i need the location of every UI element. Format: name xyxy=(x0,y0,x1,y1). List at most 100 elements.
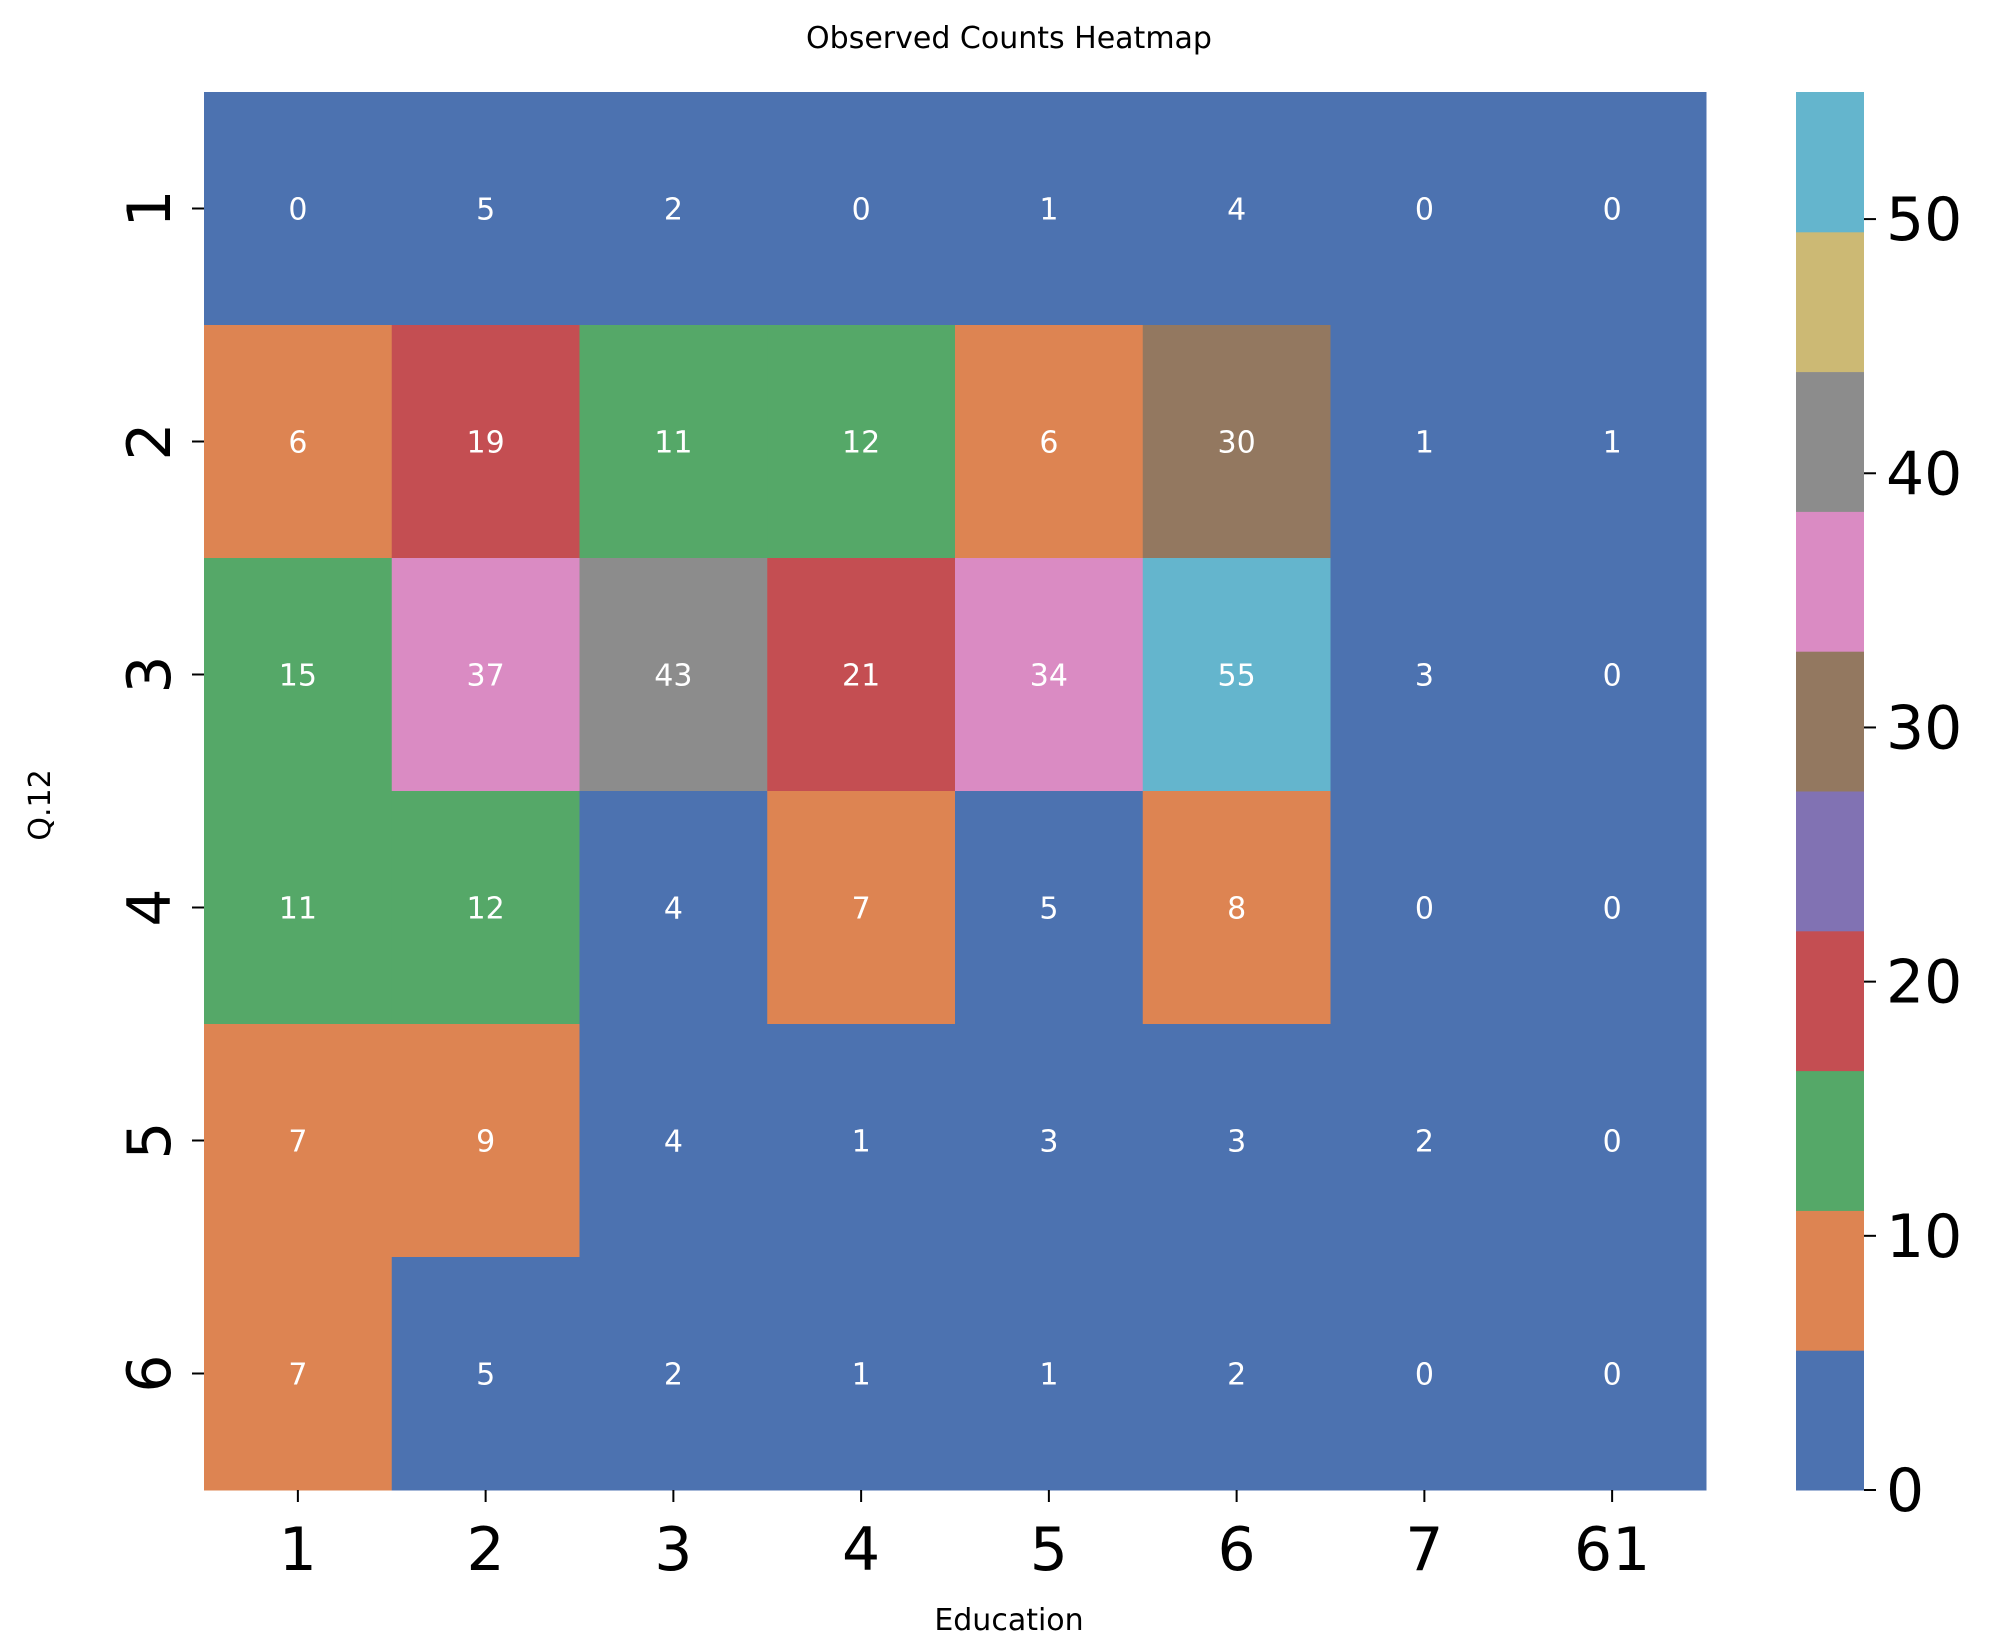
colorbar-tick-label: 30 xyxy=(1886,693,1962,763)
heatmap-cell xyxy=(767,325,956,559)
y-tick-label: 6 xyxy=(115,1354,185,1392)
cell-value-label: 3 xyxy=(1415,659,1434,694)
cell-value-label: 12 xyxy=(842,426,880,461)
colorbar-segment xyxy=(1796,1070,1864,1211)
x-tick-label: 4 xyxy=(842,1515,880,1585)
colorbar-tick-label: 0 xyxy=(1886,1456,1924,1526)
cell-value-label: 37 xyxy=(467,659,505,694)
colorbar-segment xyxy=(1796,371,1864,512)
y-axis-label: Q.12 xyxy=(23,769,58,840)
x-tick-label: 2 xyxy=(467,1515,505,1585)
y-tick-label: 1 xyxy=(115,189,185,227)
y-tick-label: 2 xyxy=(115,422,185,460)
heatmap-cell xyxy=(1142,325,1331,559)
cell-value-label: 11 xyxy=(654,426,692,461)
cell-value-label: 7 xyxy=(288,1358,307,1393)
heatmap-cell xyxy=(391,1024,580,1258)
heatmap-cell xyxy=(955,1257,1144,1491)
x-tick-label: 1 xyxy=(279,1515,317,1585)
y-tick-label: 4 xyxy=(115,888,185,926)
heatmap-cell xyxy=(1142,92,1331,326)
heatmap-cell xyxy=(391,92,580,326)
heatmap-cell xyxy=(204,325,393,559)
heatmap-cell xyxy=(391,1257,580,1491)
cell-value-label: 2 xyxy=(664,1358,683,1393)
heatmap-cell xyxy=(579,558,768,792)
heatmap-cell xyxy=(767,1024,956,1258)
heatmap-cell xyxy=(1518,558,1707,792)
heatmap-cell xyxy=(1518,791,1707,1025)
colorbar-segment xyxy=(1796,930,1864,1072)
cell-value-label: 1 xyxy=(1415,426,1434,461)
colorbar-tick-label: 10 xyxy=(1886,1202,1962,1272)
cell-value-label: 1 xyxy=(1603,426,1622,461)
heatmap-cell xyxy=(579,791,768,1025)
cell-value-label: 11 xyxy=(279,892,317,927)
heatmap-cell xyxy=(955,325,1144,559)
cell-value-label: 7 xyxy=(852,892,871,927)
cell-value-label: 4 xyxy=(664,892,683,927)
heatmap-cell xyxy=(1518,92,1707,326)
cell-value-label: 0 xyxy=(1603,1125,1622,1160)
cell-value-label: 0 xyxy=(1415,193,1434,228)
colorbar-segment xyxy=(1796,1350,1864,1491)
heatmap-cell xyxy=(1330,1257,1519,1491)
cell-value-label: 6 xyxy=(1039,426,1058,461)
y-tick-label: 5 xyxy=(115,1121,185,1159)
colorbar-segment xyxy=(1796,92,1864,233)
heatmap-cell xyxy=(1330,791,1519,1025)
heatmap-cell xyxy=(579,1257,768,1491)
heatmap-cell xyxy=(1330,325,1519,559)
cell-value-label: 12 xyxy=(467,892,505,927)
heatmap-cell xyxy=(767,92,956,326)
chart-title: Observed Counts Heatmap xyxy=(806,21,1212,56)
colorbar-segment xyxy=(1796,791,1864,932)
colorbar-segment xyxy=(1796,1210,1864,1351)
cell-value-label: 5 xyxy=(476,1358,495,1393)
cell-value-label: 9 xyxy=(476,1125,495,1160)
cell-value-label: 1 xyxy=(1039,193,1058,228)
cell-value-label: 1 xyxy=(1039,1358,1058,1393)
x-tick-label: 3 xyxy=(654,1515,692,1585)
heatmap-cell xyxy=(391,325,580,559)
colorbar-ticks: 0 10 20 30 40 50 xyxy=(1864,185,1962,1526)
x-axis-label: Education xyxy=(934,1603,1083,1638)
cell-value-label: 4 xyxy=(1227,193,1246,228)
cell-value-label: 2 xyxy=(1227,1358,1246,1393)
heatmap-cell xyxy=(1518,1024,1707,1258)
heatmap-cell xyxy=(579,325,768,559)
cell-value-label: 0 xyxy=(1603,1358,1622,1393)
heatmap-cell xyxy=(204,1024,393,1258)
heatmap-cells xyxy=(204,92,1707,1491)
heatmap-cell xyxy=(1142,791,1331,1025)
heatmap-cell xyxy=(767,558,956,792)
x-tick-label: 5 xyxy=(1030,1515,1068,1585)
heatmap-cell xyxy=(1518,1257,1707,1491)
heatmap-cell xyxy=(204,92,393,326)
heatmap-cell xyxy=(767,791,956,1025)
cell-value-label: 34 xyxy=(1030,659,1068,694)
cell-value-label: 8 xyxy=(1227,892,1246,927)
heatmap-cell xyxy=(204,791,393,1025)
cell-value-label: 4 xyxy=(664,1125,683,1160)
cell-value-label: 6 xyxy=(288,426,307,461)
cell-value-label: 30 xyxy=(1218,426,1256,461)
cell-value-label: 43 xyxy=(654,659,692,694)
cell-value-label: 55 xyxy=(1218,659,1256,694)
x-axis-ticks: 1 2 3 4 5 6 7 61 xyxy=(279,1490,1650,1585)
cell-value-label: 2 xyxy=(1415,1125,1434,1160)
cell-value-label: 3 xyxy=(1227,1125,1246,1160)
heatmap-cell xyxy=(579,1024,768,1258)
x-tick-label: 6 xyxy=(1218,1515,1256,1585)
cell-value-label: 15 xyxy=(279,659,317,694)
heatmap-cell xyxy=(955,1024,1144,1258)
heatmap-cell xyxy=(1518,325,1707,559)
heatmap-cell xyxy=(204,558,393,792)
y-axis-ticks: 1 2 3 4 5 6 xyxy=(115,189,204,1393)
cell-value-label: 2 xyxy=(664,193,683,228)
x-tick-label: 61 xyxy=(1574,1515,1650,1585)
heatmap-cell xyxy=(1330,558,1519,792)
y-tick-label: 3 xyxy=(115,655,185,693)
colorbar-segment xyxy=(1796,511,1864,652)
